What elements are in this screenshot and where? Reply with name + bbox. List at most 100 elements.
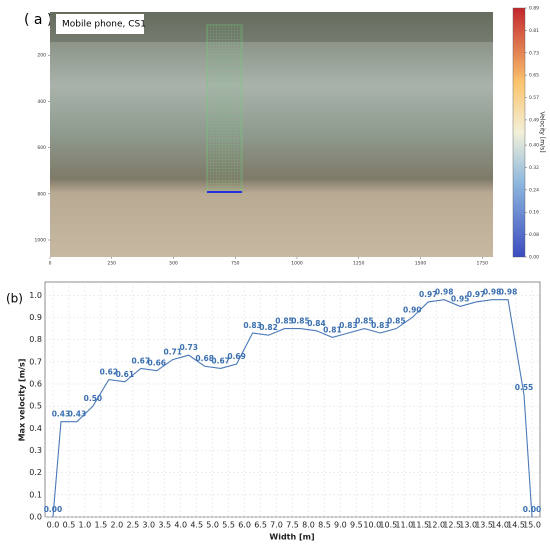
y-tick-label: 0.8 xyxy=(29,335,42,344)
x-tick-label: 13.5 xyxy=(475,521,493,530)
x-tick-label: 4.5 xyxy=(190,521,203,530)
y-tick-label: 0.6 xyxy=(29,379,42,388)
image-x-tick-label: 500 xyxy=(169,261,178,267)
y-tick-label: 0.5 xyxy=(29,402,42,411)
x-tick-label: 6.5 xyxy=(254,521,267,530)
image-y-tick-label: 800 xyxy=(37,191,46,197)
colorbar xyxy=(512,7,526,258)
colorbar-tick-label: 0.89 xyxy=(529,6,539,12)
image-x-tick-label: 250 xyxy=(107,261,116,267)
x-tick-label: 9.5 xyxy=(350,521,363,530)
image-y-tick-label: 600 xyxy=(37,145,46,151)
colorbar-tick-label: 0.65 xyxy=(529,73,539,79)
x-tick-label: 2.0 xyxy=(110,521,123,530)
colorbar-tick-label: 0.32 xyxy=(529,165,539,171)
value-label: 0.67 xyxy=(132,356,151,365)
y-tick-label: 0.9 xyxy=(29,313,42,322)
x-tick-label: 4.0 xyxy=(174,521,187,530)
value-label: 0.71 xyxy=(163,348,182,357)
x-axis-label: Width [m] xyxy=(269,533,314,542)
image-x-tick-label: 1250 xyxy=(353,261,365,267)
value-label: 0.98 xyxy=(483,288,502,297)
x-tick-label: 15.0 xyxy=(523,521,541,530)
value-label: 0.83 xyxy=(371,321,390,330)
x-tick-label: 5.5 xyxy=(222,521,235,530)
x-tick-label: 3.5 xyxy=(158,521,171,530)
x-tick-label: 8.0 xyxy=(302,521,315,530)
image-x-tick-label: 0 xyxy=(49,261,52,267)
image-x-tick-label: 750 xyxy=(231,261,240,267)
y-tick-label: 0.3 xyxy=(29,446,42,455)
value-label: 0.83 xyxy=(243,321,262,330)
value-label: 0.66 xyxy=(148,359,167,368)
x-tick-label: 11.5 xyxy=(411,521,429,530)
x-tick-label: 0.0 xyxy=(47,521,60,530)
caption-box xyxy=(56,14,144,34)
value-label: 0.81 xyxy=(323,325,342,334)
x-tick-label: 3.0 xyxy=(142,521,155,530)
image-x-tick-label: 1000 xyxy=(291,261,303,267)
y-axis-label: Max velocity [m/s] xyxy=(18,359,27,442)
y-tick-label: 0.4 xyxy=(29,424,42,433)
y-tick-label: 0.7 xyxy=(29,357,42,366)
y-tick-label: 0.1 xyxy=(29,490,42,499)
value-label: 0.50 xyxy=(84,394,103,403)
river-photo xyxy=(50,12,493,257)
x-tick-label: 8.5 xyxy=(318,521,331,530)
panel-a-label: ( a ) xyxy=(24,12,52,28)
x-tick-label: 13.0 xyxy=(459,521,477,530)
image-y-tick-label: 400 xyxy=(37,99,46,105)
image-x-tick-label: 1750 xyxy=(477,261,489,267)
colorbar-tick-label: 0.00 xyxy=(529,255,539,261)
colorbar-tick-label: 0.73 xyxy=(529,50,539,56)
image-y-tick-label: 1000 xyxy=(35,238,47,244)
y-tick-label: 0.2 xyxy=(29,468,42,477)
value-label: 0.55 xyxy=(515,383,534,392)
value-label: 0.95 xyxy=(451,294,470,303)
colorbar-tick-label: 0.49 xyxy=(529,117,539,123)
value-label: 0.85 xyxy=(355,317,374,326)
value-label: 0.85 xyxy=(291,317,310,326)
colorbar-tick-label: 0.40 xyxy=(529,143,539,149)
value-label: 0.43 xyxy=(52,410,71,419)
value-label: 0.67 xyxy=(211,356,230,365)
velocity-line xyxy=(52,299,533,518)
x-tick-label: 10.5 xyxy=(379,521,397,530)
value-label: 0.82 xyxy=(259,323,278,332)
value-label: 0.97 xyxy=(467,290,486,299)
panel-b-label: (b) xyxy=(6,292,23,306)
value-label: 0.85 xyxy=(387,317,406,326)
value-label: 0.98 xyxy=(499,288,518,297)
image-x-tick-label: 1500 xyxy=(415,261,427,267)
value-label: 0.43 xyxy=(68,410,87,419)
x-tick-label: 5.0 xyxy=(206,521,219,530)
colorbar-tick-label: 0.08 xyxy=(529,232,539,238)
y-tick-label: 0.0 xyxy=(29,513,42,522)
value-label: 0.73 xyxy=(179,343,198,352)
x-tick-label: 2.5 xyxy=(126,521,139,530)
colorbar-label: Velocity [m/s] xyxy=(539,111,546,152)
x-tick-label: 12.0 xyxy=(427,521,445,530)
x-tick-label: 12.5 xyxy=(443,521,461,530)
x-tick-label: 6.0 xyxy=(238,521,251,530)
colorbar-tick-label: 0.24 xyxy=(529,187,539,193)
x-tick-label: 14.0 xyxy=(491,521,509,530)
value-label: 0.69 xyxy=(227,352,246,361)
measurement-grid xyxy=(206,24,243,193)
x-tick-label: 7.5 xyxy=(286,521,299,530)
x-tick-label: 1.0 xyxy=(79,521,92,530)
value-label: 0.98 xyxy=(435,288,454,297)
value-label: 0.00 xyxy=(44,505,63,514)
x-tick-label: 1.5 xyxy=(95,521,108,530)
y-tick-label: 1.0 xyxy=(29,291,42,300)
value-label: 0.62 xyxy=(100,368,119,377)
x-tick-label: 11.0 xyxy=(395,521,413,530)
value-label: 0.83 xyxy=(339,321,358,330)
caption: Mobile phone, CS1 xyxy=(62,20,146,30)
x-tick-label: 10.0 xyxy=(363,521,381,530)
colorbar-tick-label: 0.16 xyxy=(529,210,539,216)
x-tick-label: 0.5 xyxy=(63,521,76,530)
value-label: 0.84 xyxy=(307,319,326,328)
image-y-tick-label: 200 xyxy=(37,53,46,59)
